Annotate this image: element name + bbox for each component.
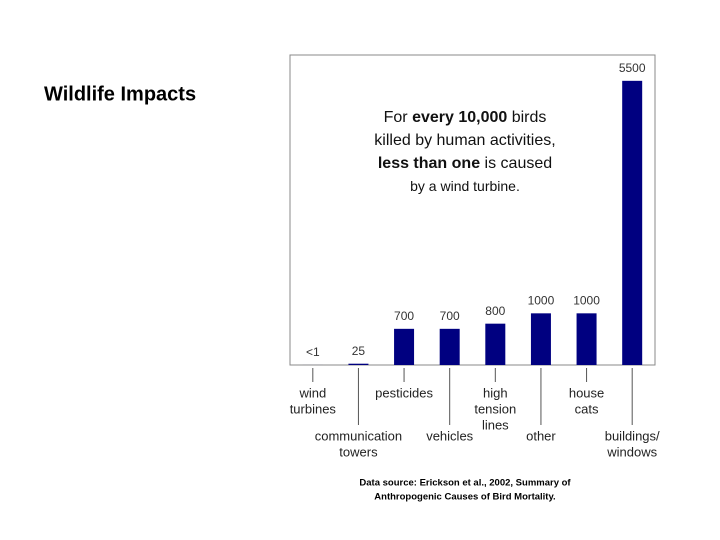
x-tick-label: high bbox=[483, 385, 508, 400]
annotation-part: every 10,000 bbox=[412, 109, 507, 126]
source-line: Anthropogenic Causes of Bird Mortality. bbox=[374, 492, 555, 503]
annotation-part: birds bbox=[507, 109, 546, 126]
bar bbox=[485, 323, 506, 365]
value-label: 5500 bbox=[619, 61, 646, 75]
x-tick-label: communication bbox=[315, 428, 402, 443]
x-tick-label: turbines bbox=[290, 401, 337, 416]
annotation-part: killed by human activities, bbox=[374, 132, 555, 149]
x-tick-label: wind bbox=[298, 385, 326, 400]
x-tick-label: house bbox=[569, 385, 604, 400]
annotation-part: less than one bbox=[378, 155, 480, 172]
value-label: 800 bbox=[485, 304, 505, 318]
annotation-part: For bbox=[384, 109, 412, 126]
annotation-line: less than one is caused bbox=[378, 155, 552, 172]
bar bbox=[530, 313, 551, 365]
annotation-line: For every 10,000 birds bbox=[384, 109, 547, 126]
value-label: <1 bbox=[306, 345, 320, 359]
value-label: 25 bbox=[352, 344, 366, 358]
annotation-part: by a wind turbine. bbox=[410, 178, 520, 194]
value-label: 1000 bbox=[528, 294, 555, 308]
plot-frame bbox=[289, 54, 656, 366]
x-tick-label: cats bbox=[575, 401, 599, 416]
bar bbox=[394, 328, 415, 365]
annotation-part: is caused bbox=[480, 155, 552, 172]
x-tick-label: tension bbox=[474, 401, 516, 416]
x-tick-label: buildings/ bbox=[605, 428, 660, 443]
x-tick-label: towers bbox=[339, 444, 378, 459]
bar bbox=[576, 313, 597, 365]
bar bbox=[348, 363, 369, 365]
value-label: 700 bbox=[394, 309, 414, 323]
annotation-line: by a wind turbine. bbox=[410, 178, 520, 194]
value-label: 700 bbox=[440, 309, 460, 323]
bar bbox=[622, 80, 643, 365]
value-label: 1000 bbox=[573, 294, 600, 308]
x-tick-label: pesticides bbox=[375, 385, 433, 400]
slide-title: Wildlife Impacts bbox=[44, 83, 196, 105]
x-tick-label: other bbox=[526, 428, 556, 443]
annotation-line: killed by human activities, bbox=[374, 132, 555, 149]
bar bbox=[439, 328, 460, 365]
x-tick-label: vehicles bbox=[426, 428, 473, 443]
x-tick-label: lines bbox=[482, 417, 509, 432]
source-line: Data source: Erickson et al., 2002, Summ… bbox=[359, 478, 571, 489]
x-tick-label: windows bbox=[606, 444, 657, 459]
